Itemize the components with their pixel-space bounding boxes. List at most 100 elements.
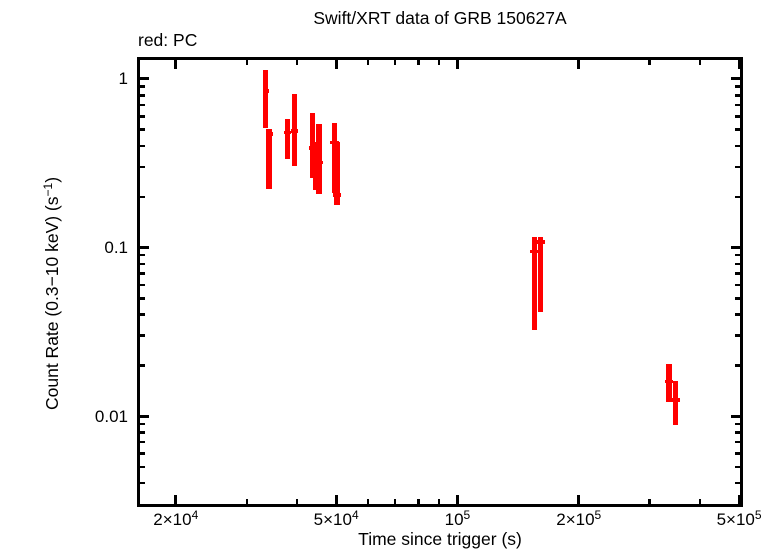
y-axis-minor-tick xyxy=(140,144,145,148)
y-axis-major-tick-right xyxy=(731,414,740,418)
data-point-error-bar xyxy=(331,122,338,194)
data-point-error-bar xyxy=(334,142,340,206)
x-axis-major-tick xyxy=(174,495,178,504)
y-axis-minor-tick-right xyxy=(735,165,740,169)
y-axis-minor-tick xyxy=(140,115,145,118)
y-axis-major-tick xyxy=(140,77,149,81)
x-axis-minor-tick xyxy=(417,499,420,504)
y-axis-minor-tick-right xyxy=(735,94,740,97)
superscript: −1 xyxy=(41,182,55,197)
y-axis-minor-tick-right xyxy=(735,481,740,485)
y-axis-minor-tick xyxy=(140,481,145,485)
data-point-time-bin-bar xyxy=(671,398,680,402)
y-axis-major-tick-right xyxy=(731,77,740,81)
superscript: 5 xyxy=(754,508,762,522)
x-axis-minor-tick xyxy=(295,499,299,504)
data-point-time-bin-bar xyxy=(284,130,291,135)
data-point-time-bin-bar xyxy=(308,146,317,150)
y-axis-minor-tick xyxy=(140,422,145,426)
y-axis-minor-tick xyxy=(140,465,145,469)
y-axis-minor-tick-right xyxy=(735,253,740,257)
y-axis-minor-tick xyxy=(140,165,145,169)
y-axis-tick-label: 1 xyxy=(118,69,128,89)
x-axis-minor-tick xyxy=(648,499,651,504)
x-axis-major-tick xyxy=(455,495,459,504)
x-axis-minor-tick xyxy=(366,499,370,504)
data-point-time-bin-bar xyxy=(529,249,539,254)
x-axis-minor-tick-top xyxy=(295,60,299,65)
y-axis-minor-tick-right xyxy=(735,465,740,469)
data-point-time-bin-bar xyxy=(315,160,323,165)
chart-title: Swift/XRT data of GRB 150627A xyxy=(313,8,567,28)
y-axis-major-tick-right xyxy=(731,246,740,249)
x-axis-minor-tick xyxy=(393,499,397,504)
x-axis-minor-tick-top xyxy=(393,60,397,65)
x-axis-major-tick xyxy=(577,495,581,504)
y-axis-minor-tick-right xyxy=(735,272,740,275)
y-axis-minor-tick-right xyxy=(735,144,740,148)
y-axis-minor-tick xyxy=(140,94,145,97)
x-axis-minor-tick-top xyxy=(417,60,420,65)
y-axis-minor-tick-right xyxy=(735,283,740,287)
data-point-error-bar xyxy=(284,118,291,159)
y-axis-minor-tick-right xyxy=(735,103,740,107)
data-point-error-bar xyxy=(531,236,538,330)
x-axis-minor-tick xyxy=(245,499,248,504)
x-axis-tick-label: 2×104 xyxy=(153,508,199,529)
y-axis-minor-tick-right xyxy=(735,195,740,198)
y-axis-minor-tick xyxy=(140,283,145,287)
x-axis-minor-tick-top xyxy=(245,60,248,65)
y-axis-minor-tick xyxy=(140,253,145,257)
x-axis-minor-tick-top xyxy=(366,60,370,65)
y-axis-minor-tick xyxy=(140,297,145,300)
data-point-error-bar xyxy=(309,112,316,178)
data-point-time-bin-bar xyxy=(664,379,674,384)
y-axis-minor-tick-right xyxy=(735,85,740,88)
superscript: 5 xyxy=(594,508,602,522)
x-axis-minor-tick xyxy=(437,499,441,504)
y-axis-minor-tick-right xyxy=(735,364,740,367)
y-axis-minor-tick-right xyxy=(735,262,740,266)
data-point-error-bar xyxy=(316,124,322,194)
x-axis-minor-tick-top xyxy=(698,60,702,65)
data-point-time-bin-bar xyxy=(262,89,270,93)
y-axis-label: Count Rate (0.3−10 keV) (s−1) xyxy=(41,176,62,410)
y-axis-minor-tick xyxy=(140,313,145,316)
plot-frame xyxy=(137,57,743,507)
x-axis-tick-label: 105 xyxy=(444,508,471,529)
y-axis-minor-tick-right xyxy=(735,422,740,426)
y-axis-tick-label: 0.01 xyxy=(94,406,128,426)
y-axis-minor-tick xyxy=(140,262,145,266)
data-point-time-bin-bar xyxy=(290,129,299,133)
x-axis-tick-label: 2×105 xyxy=(556,508,602,529)
x-axis-minor-tick-top xyxy=(648,60,651,65)
x-axis-label: Time since trigger (s) xyxy=(358,529,522,549)
y-axis-minor-tick-right xyxy=(735,440,740,444)
x-axis-major-tick xyxy=(737,495,741,504)
superscript: 4 xyxy=(191,508,199,522)
data-point-time-bin-bar xyxy=(266,132,273,136)
superscript: 4 xyxy=(351,508,359,522)
data-point-time-bin-bar xyxy=(333,193,342,197)
superscript: 5 xyxy=(463,508,471,522)
y-axis-major-tick xyxy=(140,414,149,418)
data-point-error-bar xyxy=(537,237,544,312)
y-axis-minor-tick xyxy=(140,272,145,275)
y-axis-minor-tick-right xyxy=(735,334,740,337)
x-axis-major-tick-top xyxy=(334,60,338,69)
y-axis-minor-tick-right xyxy=(735,313,740,316)
y-axis-major-tick xyxy=(140,246,149,249)
mode-legend: red: PC xyxy=(138,30,198,50)
data-point-error-bar xyxy=(266,128,272,189)
data-point-error-bar xyxy=(262,69,269,129)
y-axis-minor-tick-right xyxy=(735,115,740,118)
x-axis-major-tick-top xyxy=(174,60,178,69)
x-axis-major-tick-top xyxy=(455,60,459,69)
x-axis-major-tick-top xyxy=(577,60,581,69)
y-axis-minor-tick-right xyxy=(735,297,740,300)
x-axis-minor-tick xyxy=(698,499,702,504)
data-point-error-bar xyxy=(672,381,679,426)
y-axis-minor-tick xyxy=(140,195,145,198)
y-axis-minor-tick xyxy=(140,103,145,107)
x-axis-minor-tick-top xyxy=(437,60,441,65)
